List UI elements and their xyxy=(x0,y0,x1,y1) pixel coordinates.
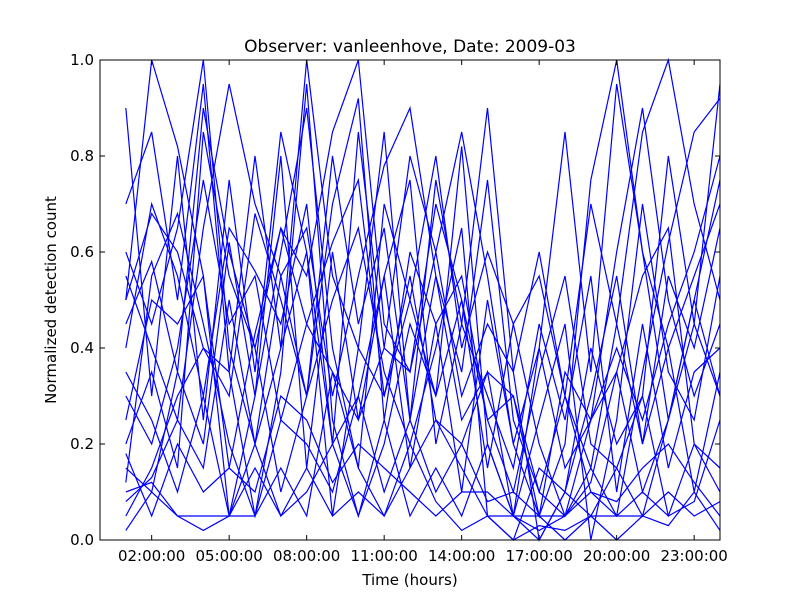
series-line-5 xyxy=(125,59,721,519)
x-tick-label-2: 05:00:00 xyxy=(195,547,262,565)
series-line-4 xyxy=(125,155,721,518)
x-tick-label-5: 14:00:00 xyxy=(428,547,495,565)
series-line-6 xyxy=(125,83,721,519)
x-tick-label-4: 11:00:00 xyxy=(350,547,417,565)
series-line-18 xyxy=(125,83,721,445)
series-line-9 xyxy=(125,155,721,542)
y-tick-label-6: 1.0 xyxy=(70,51,94,69)
y-tick-label-3: 0.4 xyxy=(70,339,94,357)
x-tick-label-3: 08:00:00 xyxy=(273,547,340,565)
x-tick-label-6: 17:00:00 xyxy=(505,547,572,565)
series-layer xyxy=(125,57,721,542)
x-tick-label-1: 02:00:00 xyxy=(118,547,185,565)
series-line-19 xyxy=(125,57,721,421)
x-tick-label-7: 20:00:00 xyxy=(583,547,650,565)
x-axis-label: Time (hours) xyxy=(361,571,457,589)
y-tick-label-5: 0.8 xyxy=(70,147,94,165)
series-line-16 xyxy=(125,394,721,532)
y-tick-label-4: 0.6 xyxy=(70,243,94,261)
series-line-3 xyxy=(125,59,721,518)
series-line-12 xyxy=(125,227,721,495)
y-axis-label: Normalized detection count xyxy=(42,196,60,404)
tick-layer: 02:00:00 05:00:00 08:00:00 11:00:00 14:00:00… xyxy=(70,51,728,565)
y-tick-label-1: 0.0 xyxy=(70,531,94,549)
plot-frame xyxy=(99,59,721,541)
y-tick-label-2: 0.2 xyxy=(70,435,94,453)
x-tick-label-8: 23:00:00 xyxy=(660,547,727,565)
series-line-17 xyxy=(125,442,721,541)
series-line-13 xyxy=(125,371,721,518)
chart-title: Observer: vanleenhove, Date: 2009-03 xyxy=(244,37,576,57)
series-line-15 xyxy=(125,417,721,541)
series-line-14 xyxy=(125,347,721,542)
